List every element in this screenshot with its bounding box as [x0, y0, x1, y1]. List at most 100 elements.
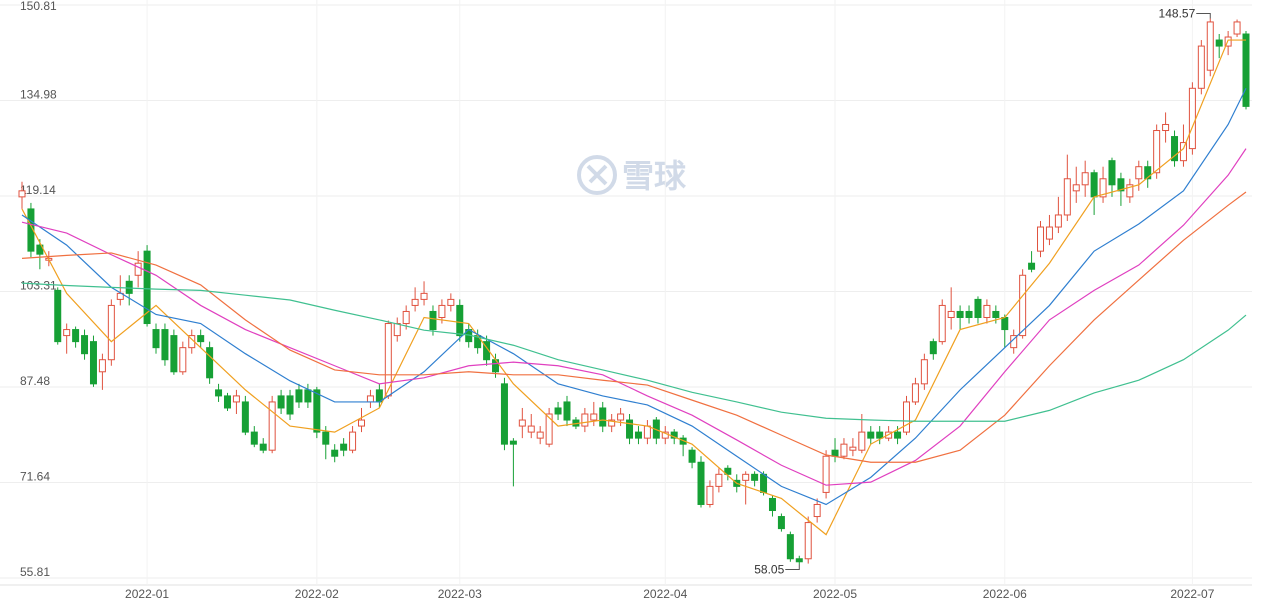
candle-body: [715, 473, 723, 487]
ma-line: [21, 148, 1247, 486]
candle-body: [161, 329, 169, 361]
candle-body: [438, 304, 446, 318]
candle-body: [849, 446, 857, 451]
candle-body: [688, 449, 696, 463]
annotation-label: 58.05: [754, 562, 784, 576]
x-tick-label: 2022-07: [1170, 587, 1214, 601]
candle-body: [1081, 172, 1089, 186]
candle-body: [563, 401, 571, 421]
candle-body: [492, 359, 500, 373]
x-tick-label: 2022-05: [813, 587, 857, 601]
annotation-leader: [1196, 13, 1211, 19]
x-tick-label: 2022-01: [125, 587, 169, 601]
x-tick-label: 2022-02: [295, 587, 339, 601]
candle-body: [72, 329, 80, 343]
candle-body: [197, 335, 205, 343]
candle-body: [992, 310, 1000, 318]
candle-body: [590, 413, 598, 421]
candle-body: [768, 497, 776, 512]
candle-body: [18, 190, 26, 198]
ma-line: [21, 88, 1247, 506]
candle-body: [402, 310, 410, 325]
annotation-leader: [785, 564, 800, 570]
candle-body: [554, 407, 562, 415]
candle-body: [259, 443, 267, 451]
candle-body: [295, 389, 303, 403]
candle-body: [206, 347, 214, 379]
candle-body: [840, 443, 848, 457]
candle-body: [1108, 160, 1116, 186]
candle-body: [965, 310, 973, 318]
candle-body: [179, 347, 187, 373]
x-tick-label: 2022-04: [643, 587, 687, 601]
candle-body: [643, 425, 651, 439]
candle-body: [956, 310, 964, 318]
y-tick-label: 87.48: [20, 374, 50, 388]
candle-body: [143, 250, 151, 325]
candle-body: [313, 389, 321, 433]
x-tick-label: 2022-06: [983, 587, 1027, 601]
candle-body: [599, 407, 607, 427]
candle-body: [581, 413, 589, 427]
candle-body: [125, 280, 133, 294]
candle-body: [349, 431, 357, 451]
candle-body: [876, 431, 884, 439]
logo-mark: [586, 164, 608, 186]
candle-body: [1233, 21, 1241, 35]
candle-body: [1153, 130, 1161, 174]
y-tick-label: 71.64: [20, 470, 50, 484]
candle-body: [1019, 274, 1027, 337]
candle-body: [63, 329, 71, 337]
candle-body: [286, 395, 294, 415]
candle-body: [1215, 39, 1223, 47]
candle-body: [545, 413, 553, 445]
candle-body: [902, 401, 910, 433]
candle-body: [107, 304, 115, 361]
candle-body: [1144, 166, 1152, 180]
candle-body: [268, 401, 276, 451]
y-tick-label: 119.14: [20, 183, 56, 197]
candle-body: [1099, 178, 1107, 198]
candle-body: [929, 341, 937, 355]
ma-line: [21, 39, 1246, 536]
candle-body: [518, 419, 526, 427]
candle-body: [1090, 172, 1098, 198]
candle-body: [366, 395, 374, 403]
candle-body: [393, 323, 401, 337]
candle-body: [1179, 142, 1187, 162]
candle-body: [1188, 87, 1196, 150]
candle-body: [411, 298, 419, 306]
candle-body: [170, 335, 178, 373]
candle-body: [54, 289, 62, 343]
candle-body: [456, 304, 464, 337]
candle-body: [536, 431, 544, 439]
candle-body: [1162, 123, 1170, 132]
candle-body: [27, 208, 35, 252]
candle-body: [822, 455, 830, 493]
candle-body: [938, 304, 946, 343]
candle-body: [608, 419, 616, 427]
candle-body: [215, 389, 223, 397]
y-tick-label: 103.31: [20, 279, 57, 293]
ma-line: [21, 191, 1247, 463]
candle-body: [697, 461, 705, 505]
candle-body: [134, 262, 142, 276]
candle-body: [1171, 136, 1179, 162]
candle-body: [250, 431, 258, 445]
candle-body: [1028, 262, 1036, 270]
y-tick-label: 150.81: [20, 0, 57, 13]
candle-body: [81, 335, 89, 355]
candle-body: [724, 467, 732, 475]
x-tick-label: 2022-03: [438, 587, 482, 601]
candle-body: [867, 431, 875, 439]
candle-body: [331, 449, 339, 457]
candle-body: [358, 419, 366, 427]
candle-body: [804, 522, 812, 560]
candle-body: [1197, 45, 1205, 89]
candle-body: [1001, 316, 1009, 331]
candle-body: [894, 431, 902, 439]
candle-body: [420, 292, 428, 300]
candle-body: [483, 341, 491, 361]
